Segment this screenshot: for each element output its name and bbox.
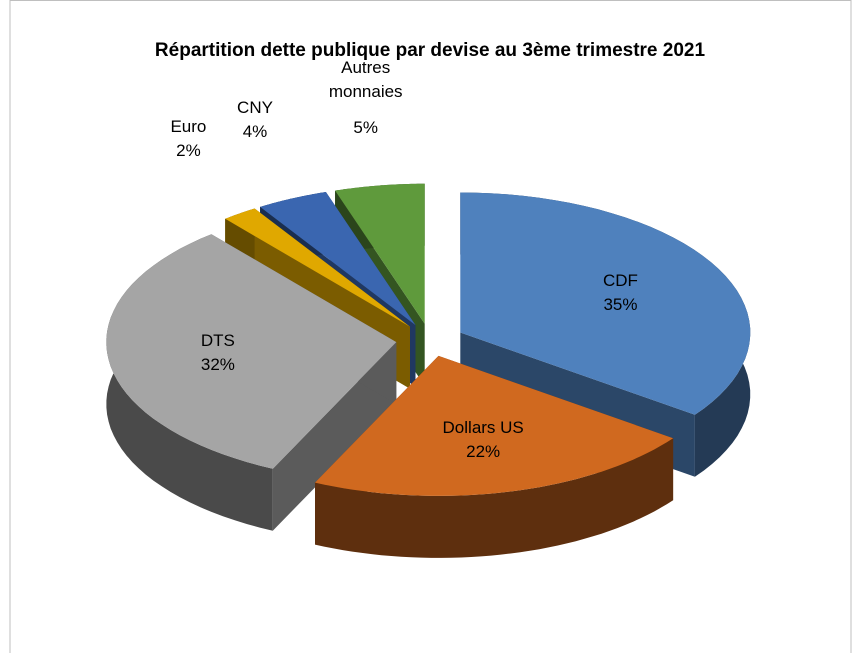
slice <box>335 183 425 324</box>
slice <box>106 234 397 469</box>
slice-value-label: 32% <box>200 354 235 374</box>
slice-group <box>315 355 674 558</box>
slice-label: CNY <box>237 98 273 118</box>
slice-value-label: 22% <box>466 441 501 461</box>
chart-title: Répartition dette publique par devise au… <box>154 40 706 61</box>
slice-value-label: 2% <box>176 141 201 161</box>
slice-label: DTS <box>200 330 235 350</box>
slice-side <box>272 342 397 531</box>
slice-value-label: 4% <box>242 122 268 142</box>
slice <box>260 192 416 326</box>
slice-label: Dollars US <box>442 417 524 437</box>
slice-group <box>106 234 397 531</box>
slice-label: CDF <box>603 271 638 291</box>
slice-label: Autres monnaies <box>328 58 403 102</box>
slice-wall <box>315 438 674 558</box>
slice-value-label: 5% <box>353 118 378 138</box>
slice-value-label: 35% <box>603 295 638 315</box>
slice <box>460 192 751 415</box>
slice <box>315 355 674 496</box>
slice <box>225 208 410 327</box>
slice-label: Euro <box>170 117 207 137</box>
